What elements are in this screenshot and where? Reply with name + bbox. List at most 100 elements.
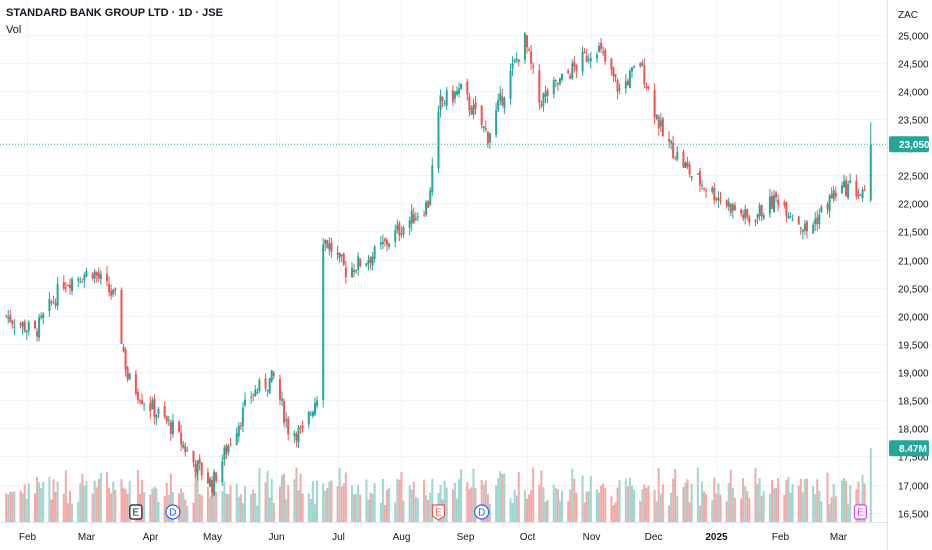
volume-bar [431,478,434,522]
volume-bar [64,470,67,522]
volume-bar [511,502,514,522]
candle-body [381,241,384,244]
candle-body [542,94,545,106]
candle-body [293,432,296,436]
volume-bar [513,489,516,522]
candle-body [787,216,790,218]
volume-bar [581,475,584,522]
volume-bar [525,498,528,522]
volume-bar [23,484,26,522]
candle-body [388,243,391,248]
volume-bar [799,478,802,522]
candle-body [149,403,152,412]
candle-body [237,425,240,437]
candle-body [703,187,706,189]
candle-body [386,240,389,245]
volume-bar [639,501,642,522]
candle-body [124,349,127,370]
candle-body [777,199,780,205]
volume-bar [250,494,253,522]
candle-body [120,289,123,344]
chart-legend-title[interactable]: STANDARD BANK GROUP LTD · 1D · JSE [6,7,223,19]
price-tick-label: 18,500 [898,397,929,408]
volume-bar [797,485,800,522]
volume-bar [814,494,817,522]
candle-body [552,80,555,95]
volume-bar [85,481,88,522]
candle-body [151,400,154,410]
candle-body [355,270,358,272]
candle-body [647,86,650,88]
volume-bar [787,477,790,522]
dividend-marker[interactable]: D [474,504,490,520]
volume-bar [645,487,648,522]
dividend-marker[interactable]: D [165,504,181,520]
candle-body [143,404,146,406]
volume-bar [861,474,864,522]
candle-body [48,298,51,311]
candle-body [499,93,502,101]
volume-legend-label[interactable]: Vol [6,24,22,36]
candle-body [604,50,607,62]
volume-bar [818,491,821,522]
candle-body [480,105,483,126]
candle-body [19,323,22,326]
volume-bar [287,485,290,522]
price-tick-label: 17,500 [898,453,929,464]
candle-body [700,184,703,187]
volume-bar [5,493,8,522]
candle-body [213,471,216,496]
candle-body [344,267,347,278]
volume-bar [42,481,45,522]
candle-body [128,373,131,380]
candle-body [33,321,36,329]
candle-body [108,284,111,293]
earnings-marker[interactable]: E [853,504,868,520]
volume-bar [379,502,382,522]
candle-body [770,195,773,209]
volume-bar [19,490,22,522]
candle-body [379,242,382,245]
candle-body [558,78,561,84]
candle-body [311,411,314,417]
volume-bar [647,485,650,522]
earnings-marker[interactable]: E [129,504,143,520]
volume-bar [567,501,570,522]
volume-bar [412,481,415,522]
earnings-label: E [435,508,442,519]
candle-body [587,59,590,61]
price-axis[interactable]: 16,500 17,000 17,500 18,000 18,500 19,000 19,5… [898,32,929,521]
volume-bar [83,485,86,522]
candle-body [194,463,197,473]
volume-bar [816,479,819,522]
candle-body [682,151,685,168]
volume-bar [221,491,224,522]
volume-bar [93,480,96,522]
volume-bar [517,472,520,522]
candle-body [717,197,720,201]
volume-bar [540,470,543,522]
candle-body [186,450,189,452]
dividend-label: D [169,508,176,519]
volume-bar [589,476,592,522]
candle-body [567,70,570,74]
price-tick-label: 20,500 [898,285,929,296]
time-axis[interactable]: Feb Mar Apr May Jun Jul Aug Sep Oct Nov Dec 2025 Feb… [19,532,848,543]
candle-body [278,378,281,400]
candle-body [797,216,800,225]
volume-bar [643,484,646,522]
candle-body [66,285,69,287]
candle-body [223,447,226,461]
candle-body [258,379,261,392]
candle-body [818,214,821,224]
candle-body [180,432,183,445]
candle-body [106,273,109,282]
candle-body [803,223,806,231]
candle-body [11,320,14,325]
volume-bar [81,473,84,522]
volume-bar [112,481,115,522]
earnings-marker[interactable]: E [431,504,446,521]
volume-bar [21,493,24,522]
